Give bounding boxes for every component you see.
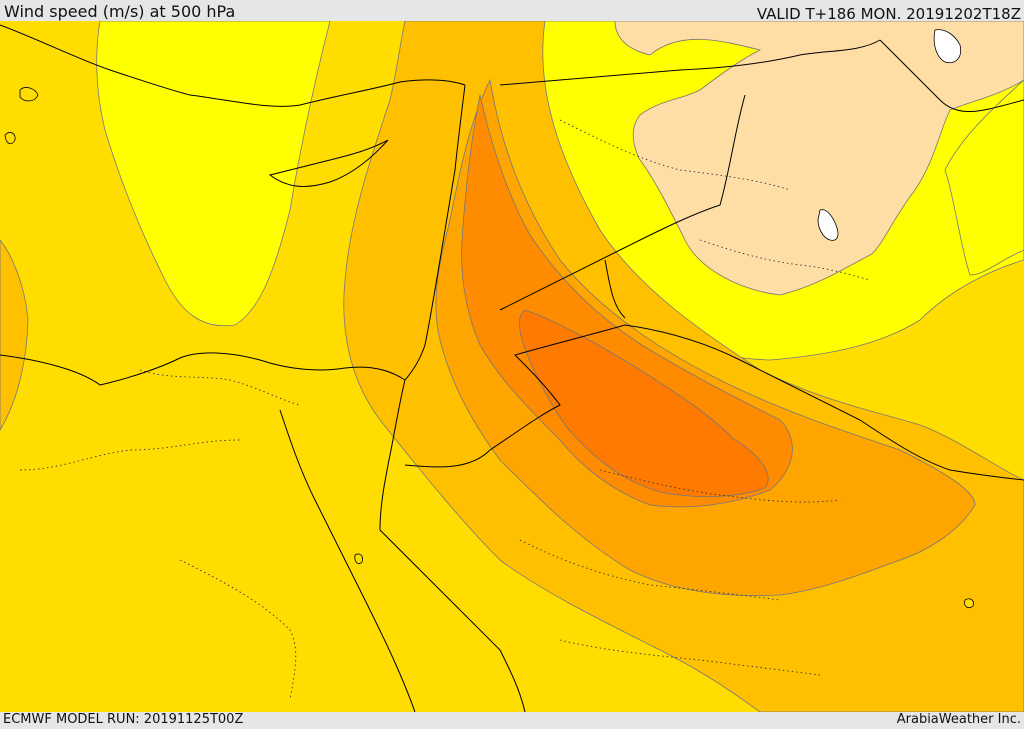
model-run-label: ECMWF MODEL RUN: 20191125T00Z (3, 712, 244, 727)
internal-borders (19, 119, 871, 701)
map-canvas (0, 21, 1024, 712)
shade-band-yellow-west (96, 21, 331, 327)
shade-band-orange (435, 78, 976, 596)
lake-urmia (817, 209, 839, 241)
shade-band-yellow-ne (944, 79, 1024, 276)
shade-patch-amber-west (0, 239, 29, 431)
wind-speed-map[interactable] (0, 21, 1024, 712)
map-title: Wind speed (m/s) at 500 hPa (4, 2, 236, 21)
header-bar: Wind speed (m/s) at 500 hPa VALID T+186 … (0, 0, 1024, 23)
lake-van-area (933, 29, 962, 64)
footer-bar: ECMWF MODEL RUN: 20191125T00Z ArabiaWeat… (0, 712, 1024, 729)
credit-label: ArabiaWeather Inc. (896, 712, 1021, 727)
shade-band-dark-orange (461, 94, 793, 508)
coastlines-and-borders (0, 24, 1024, 712)
shade-band-deep-orange (518, 309, 769, 498)
islands (4, 87, 974, 608)
shade-band-peach (614, 21, 1024, 296)
valid-time-label: VALID T+186 MON. 20191202T18Z (756, 5, 1021, 23)
